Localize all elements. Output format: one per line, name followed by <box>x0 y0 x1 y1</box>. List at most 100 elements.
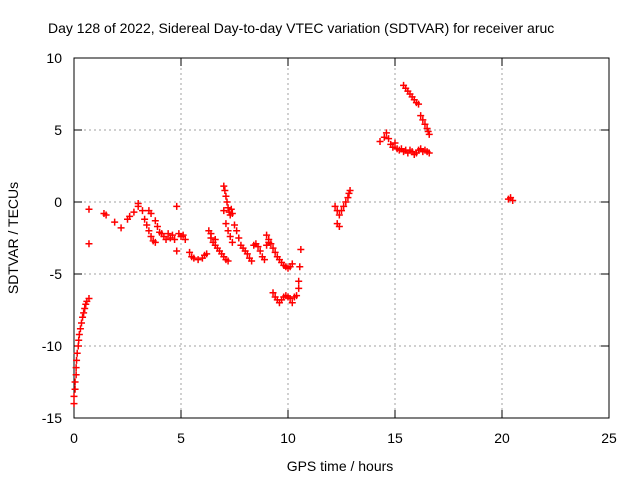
x-tick-label: 0 <box>70 430 78 446</box>
data-point <box>421 120 429 128</box>
data-point <box>340 202 348 210</box>
data-point <box>335 222 343 230</box>
data-point <box>226 233 234 241</box>
data-point <box>286 294 294 302</box>
data-point <box>85 205 93 213</box>
data-point <box>72 364 80 372</box>
data-point <box>256 247 264 255</box>
data-point <box>417 112 425 120</box>
plot-frame <box>73 57 610 419</box>
y-tick-label: -15 <box>42 410 62 426</box>
data-point <box>147 210 155 218</box>
y-tick-label: -5 <box>50 266 63 282</box>
data-point <box>342 198 350 206</box>
data-point <box>222 192 230 200</box>
x-tick-label: 15 <box>387 430 403 446</box>
data-point <box>194 256 202 264</box>
data-point <box>254 243 262 251</box>
data-point <box>288 299 296 307</box>
data-point <box>70 392 78 400</box>
x-axis-label: GPS time / hours <box>287 458 394 474</box>
data-point <box>77 319 85 327</box>
data-point <box>179 231 187 239</box>
data-point <box>419 116 427 124</box>
data-point <box>269 244 277 252</box>
data-point <box>85 240 93 248</box>
data-point <box>271 248 279 256</box>
data-point <box>263 231 271 239</box>
x-tick-labels: 0 5 10 15 20 25 <box>70 430 617 446</box>
data-point <box>297 246 305 254</box>
data-point <box>296 263 304 271</box>
data-point <box>344 194 352 202</box>
x-tick-label: 5 <box>177 430 185 446</box>
data-point <box>265 235 273 243</box>
y-tick-labels: -15 -10 -5 0 5 10 <box>42 50 62 426</box>
data-point <box>389 143 397 151</box>
data-point <box>223 198 231 206</box>
data-point <box>126 212 134 220</box>
data-point <box>168 231 176 239</box>
data-point <box>380 133 388 141</box>
data-point <box>130 208 138 216</box>
data-point <box>117 224 125 232</box>
x-tick-label: 20 <box>494 430 510 446</box>
data-point <box>80 309 88 317</box>
data-point <box>190 254 198 262</box>
data-point <box>425 130 433 138</box>
data-point <box>391 139 399 147</box>
data-point <box>293 292 301 300</box>
data-point <box>415 100 423 108</box>
data-point <box>385 135 393 143</box>
y-tick-label: 0 <box>54 194 62 210</box>
data-point <box>147 233 155 241</box>
data-point <box>228 210 236 218</box>
x-tick-label: 25 <box>601 430 617 446</box>
data-point <box>153 222 161 230</box>
data-point <box>220 182 228 190</box>
data-point <box>211 235 219 243</box>
y-tick-label: 10 <box>46 50 62 66</box>
data-point <box>228 238 236 246</box>
data-point <box>85 294 93 302</box>
data-point <box>224 257 232 265</box>
data-point <box>75 330 83 338</box>
data-point <box>382 129 390 137</box>
data-point <box>70 400 78 408</box>
data-point <box>134 199 142 207</box>
data-point <box>346 186 354 194</box>
data-point <box>173 202 181 210</box>
data-point <box>72 371 80 379</box>
data-point <box>203 250 211 258</box>
data-point <box>269 289 277 297</box>
data-points <box>70 81 517 408</box>
data-point <box>331 202 339 210</box>
data-point <box>111 218 119 226</box>
data-point <box>338 207 345 215</box>
data-point <box>141 215 149 223</box>
data-point <box>288 260 296 268</box>
axis-ticks <box>73 57 610 419</box>
data-point <box>233 227 241 235</box>
y-tick-label: -10 <box>42 338 62 354</box>
data-point <box>231 221 238 229</box>
y-tick-label: 5 <box>54 122 62 138</box>
data-point <box>181 235 189 243</box>
data-point <box>71 378 79 386</box>
data-point <box>207 230 215 238</box>
data-point <box>171 235 179 243</box>
data-point <box>248 257 256 265</box>
data-point <box>221 186 229 194</box>
data-point <box>73 349 81 357</box>
data-point <box>151 217 159 225</box>
data-point <box>71 385 79 393</box>
data-point <box>260 256 268 264</box>
data-point <box>243 250 251 258</box>
data-point <box>164 230 172 238</box>
data-point <box>227 205 235 213</box>
data-point <box>79 313 87 321</box>
y-axis-label: SDTVAR / TECUs <box>5 182 21 294</box>
data-point <box>267 240 275 248</box>
